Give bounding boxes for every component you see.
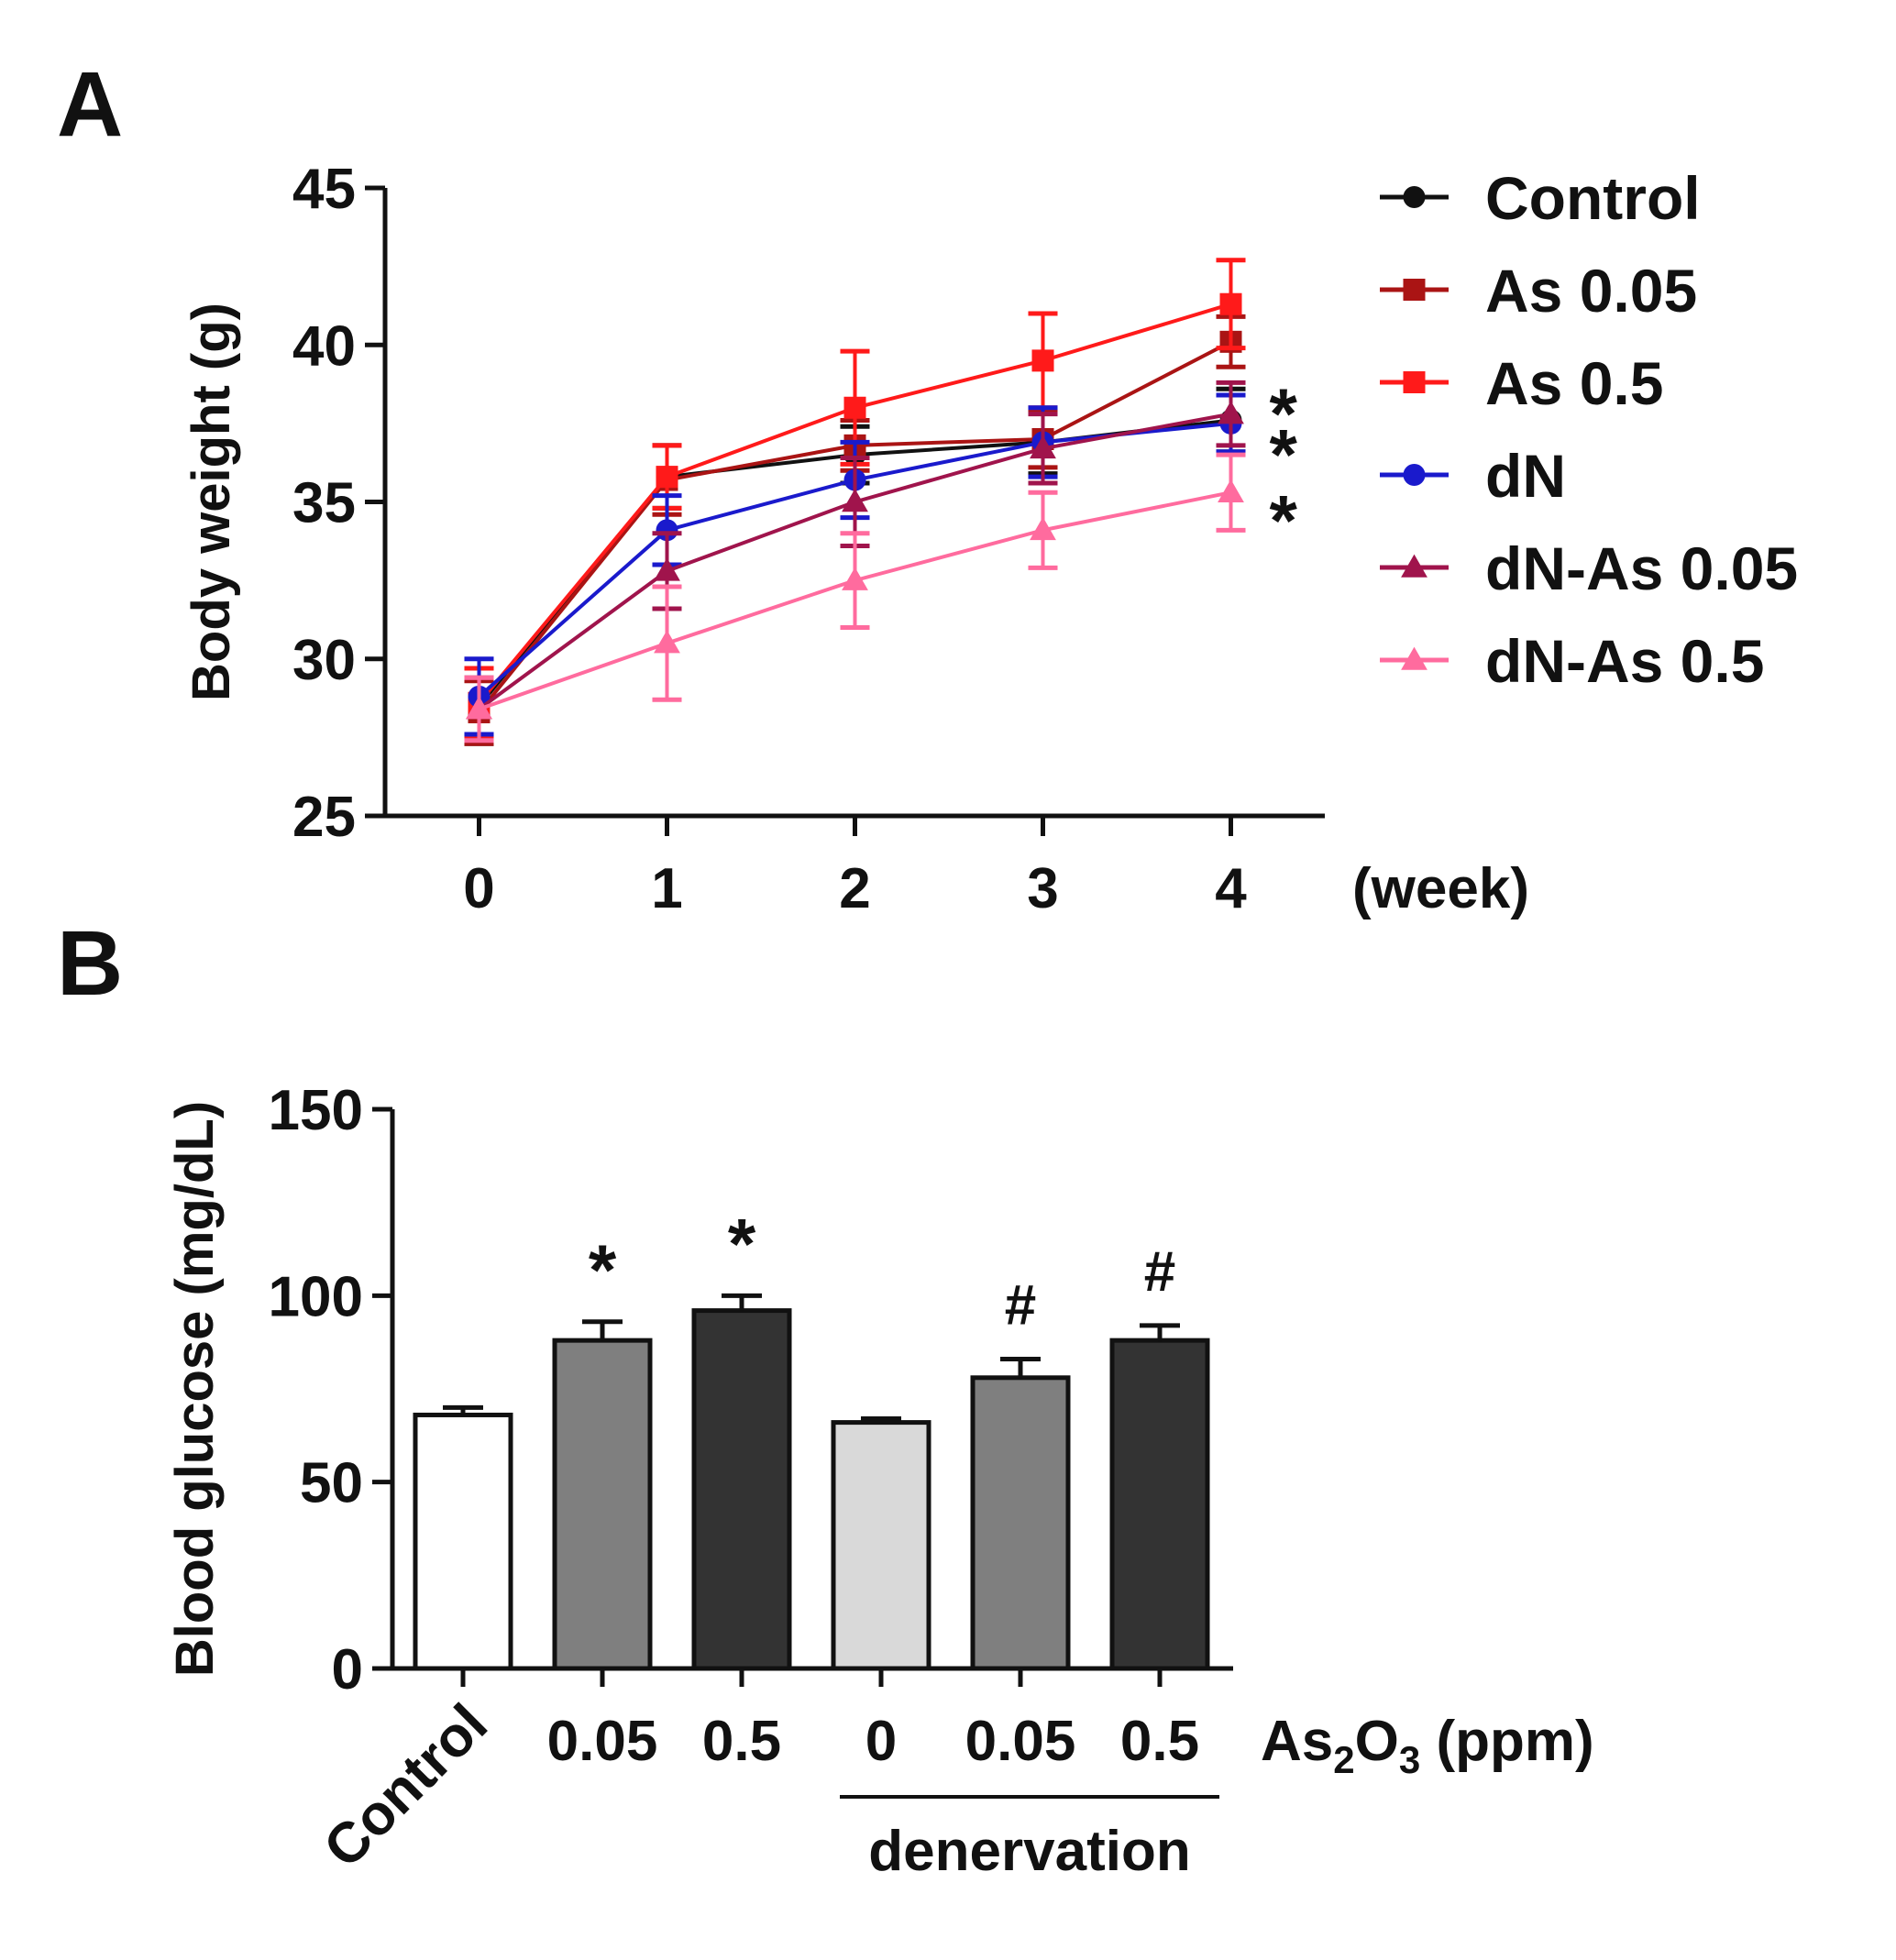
y-tick-label: 40 bbox=[292, 314, 356, 378]
x-tick-label: 0.5 bbox=[702, 1710, 781, 1773]
series-dn-as-0-5 bbox=[464, 452, 1246, 743]
data-point bbox=[843, 396, 866, 419]
bar-group: #0.5 bbox=[1109, 1240, 1210, 1773]
bar bbox=[1109, 1338, 1210, 1671]
legend-item: dN bbox=[1380, 442, 1566, 510]
data-point bbox=[1030, 435, 1056, 459]
data-point bbox=[842, 489, 868, 512]
panel-label-b: B bbox=[57, 912, 123, 1015]
group-label: denervation bbox=[868, 1820, 1190, 1883]
y-tick-label: 100 bbox=[269, 1265, 363, 1328]
bar-group: * 0.05 bbox=[547, 1229, 658, 1773]
x-axis-title: (week) bbox=[1352, 857, 1529, 920]
y-tick-label: 0 bbox=[332, 1638, 363, 1701]
data-point bbox=[1219, 292, 1242, 315]
data-point bbox=[1031, 349, 1054, 372]
legend-swatch-marker bbox=[1403, 186, 1426, 208]
bar bbox=[691, 1308, 792, 1671]
legend-label: As 0.05 bbox=[1485, 257, 1697, 325]
x-tick-label: Control bbox=[312, 1692, 500, 1880]
x-tick-label: 2 bbox=[839, 857, 870, 920]
data-point bbox=[654, 630, 680, 654]
legend-item: dN-As 0.05 bbox=[1380, 534, 1798, 602]
x-tick-label: 0 bbox=[463, 857, 494, 920]
legend-label: Control bbox=[1485, 164, 1701, 232]
bar bbox=[552, 1338, 653, 1671]
x-tick-label: 0.05 bbox=[965, 1710, 1076, 1773]
bar bbox=[970, 1375, 1071, 1671]
legend-label: dN-As 0.5 bbox=[1485, 627, 1764, 695]
x-axis-title: As2O3 (ppm) bbox=[1261, 1710, 1594, 1781]
bar-group: #0.05 bbox=[965, 1273, 1076, 1773]
significance-marker: * bbox=[589, 1229, 617, 1310]
x-tick-label: 0.5 bbox=[1120, 1710, 1199, 1773]
bar bbox=[831, 1420, 931, 1671]
y-tick-label: 25 bbox=[292, 786, 356, 849]
legend-swatch-marker bbox=[1403, 279, 1426, 301]
x-tick-label: 0.05 bbox=[547, 1710, 658, 1773]
data-point bbox=[654, 557, 680, 581]
legend-label: dN bbox=[1485, 442, 1566, 510]
significance-marker: * bbox=[1270, 413, 1298, 494]
significance-marker: * bbox=[728, 1203, 756, 1283]
significance-marker: * bbox=[1270, 373, 1298, 454]
bar bbox=[413, 1412, 513, 1671]
panel-label-a: A bbox=[57, 53, 123, 156]
legend-item: As 0.5 bbox=[1380, 349, 1663, 417]
legend-item: As 0.05 bbox=[1380, 257, 1697, 325]
legend-swatch-marker bbox=[1403, 371, 1426, 393]
data-point bbox=[1030, 516, 1056, 541]
x-tick-label: 3 bbox=[1027, 857, 1058, 920]
x-tick-label: 0 bbox=[865, 1710, 897, 1773]
bar-group: * 0.5 bbox=[691, 1203, 792, 1773]
significance-marker: # bbox=[1144, 1240, 1175, 1304]
y-axis-title: Body weight (g) bbox=[182, 303, 241, 701]
legend-item: Control bbox=[1380, 164, 1701, 232]
x-tick-label: 4 bbox=[1215, 857, 1247, 920]
legend-label: As 0.5 bbox=[1485, 349, 1663, 417]
y-tick-label: 35 bbox=[292, 472, 356, 535]
panel-a-legend: Control As 0.05 As 0.5 dN dN-As 0.05 dN-As 0.… bbox=[1380, 164, 1798, 695]
y-tick-label: 30 bbox=[292, 629, 356, 692]
data-point bbox=[1218, 401, 1244, 424]
data-point bbox=[466, 696, 492, 720]
y-tick-label: 45 bbox=[292, 158, 356, 221]
legend-swatch-marker bbox=[1401, 646, 1428, 670]
data-point bbox=[1218, 479, 1244, 503]
bar-group: 0 bbox=[831, 1416, 931, 1773]
panel-b-bar-chart: 0 50 100 150 Blood glucose (mg/dL) Control * 0.… bbox=[165, 1079, 1594, 1883]
data-point bbox=[842, 567, 868, 590]
legend-swatch-marker bbox=[1403, 464, 1426, 486]
legend-label: dN-As 0.05 bbox=[1485, 534, 1798, 602]
y-tick-label: 50 bbox=[300, 1452, 363, 1515]
legend-swatch-marker bbox=[1401, 554, 1428, 578]
y-axis-title: Blood glucose (mg/dL) bbox=[165, 1101, 225, 1677]
data-point bbox=[656, 519, 678, 542]
x-tick-label: 1 bbox=[651, 857, 682, 920]
y-tick-label: 150 bbox=[269, 1079, 363, 1142]
data-point bbox=[656, 466, 678, 489]
significance-marker: # bbox=[1005, 1273, 1036, 1337]
legend-item: dN-As 0.5 bbox=[1380, 627, 1764, 695]
significance-marker: * bbox=[1270, 479, 1298, 560]
